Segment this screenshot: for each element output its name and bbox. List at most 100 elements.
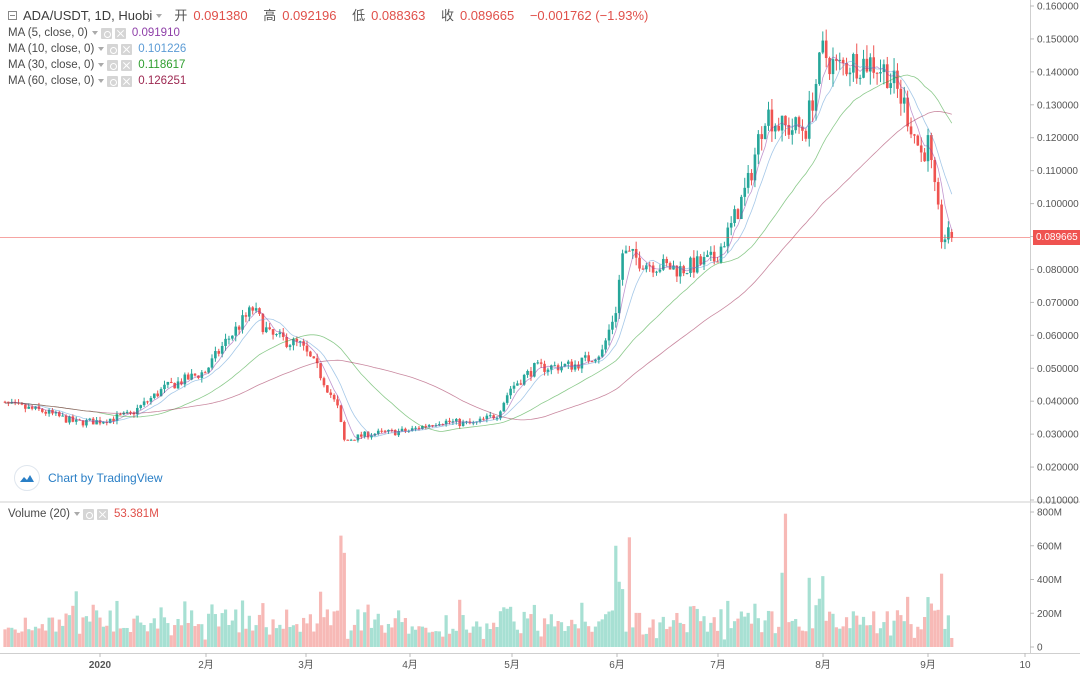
volume-bar (193, 626, 197, 647)
volume-bar (844, 617, 849, 647)
indicator-row[interactable]: MA (5, close, 0) 0.091910 (8, 25, 654, 41)
candle-body (20, 403, 24, 405)
ma60-line[interactable] (5, 110, 952, 421)
volume-bar (705, 631, 710, 647)
volume-bar (98, 617, 102, 647)
volume-bar (20, 631, 24, 647)
volume-bar (169, 635, 173, 647)
volume-bar (30, 630, 34, 647)
candle-body (726, 227, 730, 247)
indicator-settings-icon[interactable] (107, 43, 119, 55)
volume-bar (444, 615, 448, 647)
candle-body (417, 427, 421, 429)
candle-body (451, 421, 455, 423)
volume-bar (502, 607, 506, 647)
tradingview-watermark[interactable]: Chart by TradingView (14, 464, 163, 492)
indicator-row[interactable]: MA (10, close, 0) 0.101226 (8, 41, 654, 57)
volume-bar (410, 626, 414, 647)
indicator-remove-icon[interactable] (121, 75, 133, 87)
indicator-settings-icon[interactable] (100, 27, 112, 39)
volume-bar (648, 627, 652, 647)
volume-bar (831, 613, 835, 647)
volume-bar (44, 630, 48, 647)
volume-bar (797, 626, 801, 647)
volume-settings-icon[interactable] (83, 508, 95, 520)
volume-bar (139, 622, 143, 647)
volume-bar (546, 624, 550, 647)
indicator-row[interactable]: MA (60, close, 0) 0.126251 (8, 73, 654, 89)
volume-bar (332, 611, 336, 647)
volume-remove-icon[interactable] (97, 508, 109, 520)
volume-bar (206, 613, 211, 647)
ma10-line[interactable] (5, 61, 953, 438)
volume-bar (190, 610, 194, 647)
volume-bar (624, 631, 628, 647)
indicator-dropdown-icon[interactable] (91, 31, 98, 35)
volume-bar (553, 626, 557, 647)
indicator-dropdown-icon[interactable] (98, 47, 105, 51)
indicator-remove-icon[interactable] (114, 27, 126, 39)
volume-bar (166, 623, 170, 647)
indicator-settings-icon[interactable] (107, 59, 119, 71)
volume-bar (916, 626, 920, 647)
volume-bar (210, 604, 214, 647)
volume-bar (220, 613, 224, 647)
change-value: −0.001762 (−1.93%) (529, 7, 649, 23)
candle-body (787, 124, 791, 135)
volume-bar (268, 634, 272, 647)
candle-body (797, 117, 801, 127)
collapse-legend-icon[interactable] (8, 11, 17, 20)
volume-bar (156, 628, 160, 647)
volume-bar (105, 625, 109, 647)
volume-bar (373, 619, 377, 647)
volume-tick-label: 0 (1037, 643, 1043, 654)
price-tick-label: 0.030000 (1037, 430, 1079, 441)
time-tick-label: 9月 (920, 659, 936, 671)
volume-bar (291, 625, 296, 647)
volume-bar (532, 604, 536, 647)
candle-body (607, 329, 611, 341)
volume-bar (74, 591, 78, 647)
candle-body (892, 70, 896, 84)
volume-bar (393, 618, 397, 647)
candle-body (370, 435, 373, 438)
indicator-settings-icon[interactable] (107, 75, 119, 87)
candle-body (624, 250, 628, 254)
ma30-line[interactable] (5, 74, 953, 432)
volume-bar (403, 618, 408, 647)
candle-body (424, 425, 428, 427)
volume-bar (397, 610, 401, 647)
volume-bar (302, 617, 306, 647)
volume-bar (580, 602, 584, 647)
candle-body (529, 371, 533, 377)
candle-body (733, 209, 736, 224)
candle-body (136, 407, 139, 415)
indicator-remove-icon[interactable] (121, 59, 133, 71)
volume-bar (359, 630, 363, 647)
time-tick-label: 8月 (815, 659, 831, 671)
indicator-dropdown-icon[interactable] (98, 63, 105, 67)
candle-body (214, 351, 217, 359)
symbol-dropdown-icon[interactable] (156, 13, 163, 18)
volume-bar (186, 622, 190, 647)
volume-bar (47, 617, 51, 647)
candle-body (271, 329, 275, 335)
candle-body (570, 361, 573, 370)
volume-bar (743, 616, 747, 647)
candle-body (828, 58, 831, 75)
volume-dropdown-icon[interactable] (74, 512, 81, 516)
volume-bar (135, 615, 139, 647)
candle-body (224, 338, 227, 346)
candle-body (156, 393, 159, 397)
indicator-row[interactable]: MA (30, close, 0) 0.118617 (8, 57, 654, 73)
candle-body (852, 54, 855, 73)
candle-body (397, 431, 400, 436)
indicator-remove-icon[interactable] (121, 43, 133, 55)
indicator-dropdown-icon[interactable] (98, 79, 105, 83)
volume-bar (811, 628, 815, 647)
volume-bar (369, 627, 374, 647)
indicator-label: MA (10, close, 0) (8, 43, 95, 55)
volume-bar (766, 610, 771, 647)
